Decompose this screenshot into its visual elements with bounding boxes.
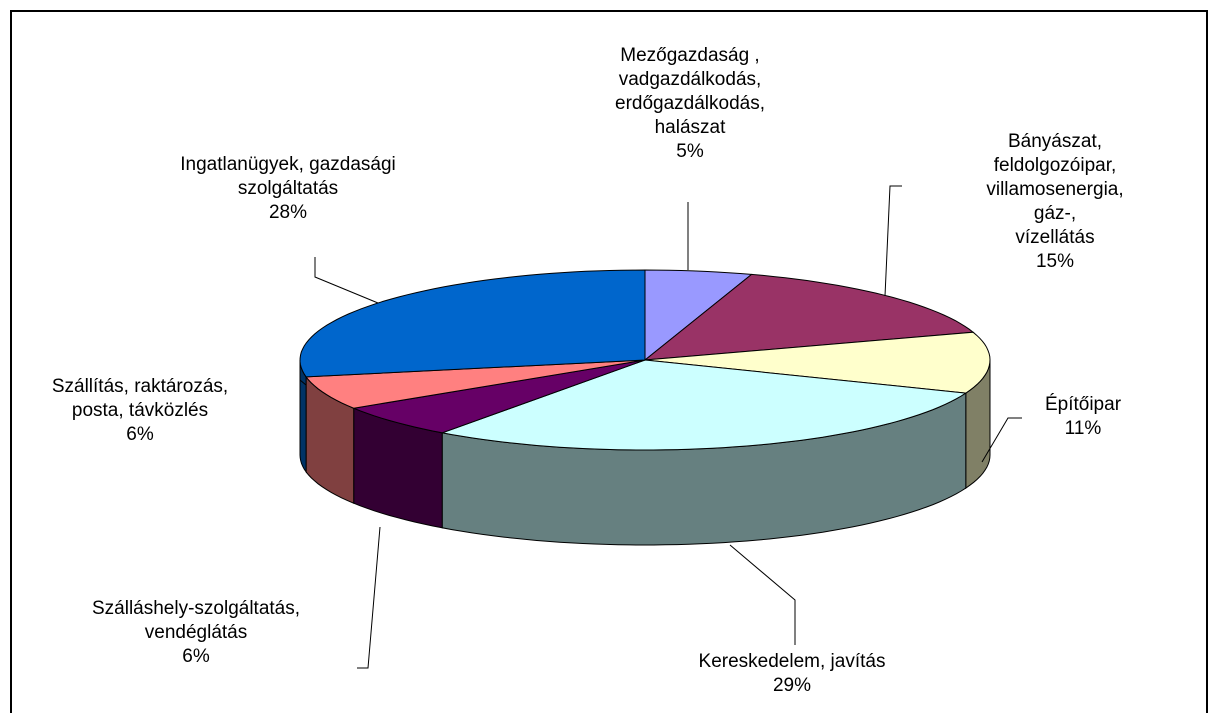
slice-side — [299, 359, 307, 474]
value-label: 5% — [676, 141, 704, 162]
slice-label: Szálláshely-szolgáltatás, vendéglátás 6% — [92, 597, 300, 669]
slice — [299, 269, 646, 378]
slice — [305, 359, 646, 409]
value-label: 29% — [772, 675, 812, 696]
slice-label: Szállítás, raktározás, posta, távközlés 6… — [52, 375, 228, 447]
slice — [351, 359, 646, 434]
leader-line — [981, 417, 1022, 463]
category-label: Építőipar — [1044, 394, 1122, 415]
slice — [644, 269, 753, 362]
slice — [440, 359, 968, 451]
slice-label: Bányászat, feldolgozóipar, villamosenerg… — [974, 130, 1137, 274]
value-label: 11% — [1064, 418, 1102, 439]
leader-line — [357, 526, 381, 669]
category-label: Szállítás, raktározás, posta, távközlés — [51, 376, 229, 421]
slice-label: Kereskedelem, javítás 29% — [699, 650, 886, 698]
frame — [10, 10, 1208, 713]
category-label: Szálláshely-szolgáltatás, vendéglátás — [91, 598, 301, 643]
category-label: Mezőgazdaság , vadgazdálkodás, erdőgazdá… — [615, 45, 765, 138]
value-label: 28% — [268, 202, 308, 223]
slice-label: Építőipar 11% — [1045, 393, 1121, 441]
category-label: Kereskedelem, javítás — [698, 651, 886, 672]
category-label: Bányászat, feldolgozóipar, villamosenerg… — [986, 131, 1124, 248]
slice-label: Ingatlanügyek, gazdasági szolgáltatás 28% — [180, 153, 396, 225]
slice — [644, 331, 991, 394]
value-label: 6% — [126, 424, 154, 445]
value-label: 15% — [1035, 251, 1075, 272]
leader-line — [884, 185, 902, 297]
category-label: Ingatlanügyek, gazdasági szolgáltatás — [180, 154, 396, 199]
leader-line — [729, 544, 796, 645]
slice — [643, 273, 975, 361]
slice-label: Mezőgazdaság , vadgazdálkodás, erdőgazdá… — [615, 44, 765, 164]
value-label: 6% — [182, 646, 210, 667]
leader-line — [299, 379, 307, 386]
leader-line — [314, 257, 379, 304]
